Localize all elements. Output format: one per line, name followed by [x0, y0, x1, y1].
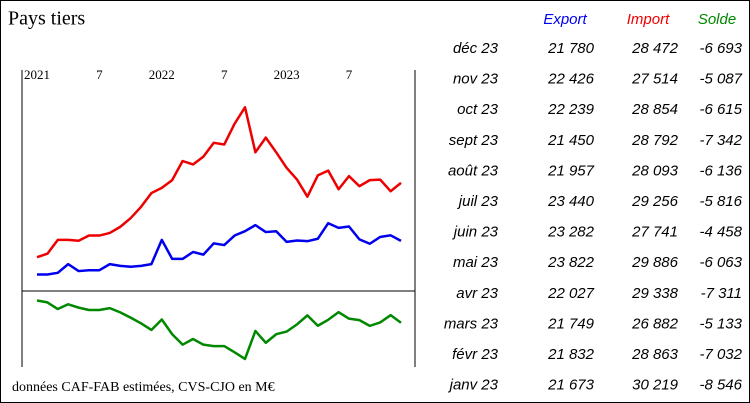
cell: -5 816 — [699, 193, 742, 210]
row-label: févr 23 — [452, 346, 499, 363]
row-label: janv 23 — [448, 377, 499, 394]
cell: -5 087 — [699, 71, 742, 88]
cell: 21 957 — [547, 162, 595, 179]
cell: 28 863 — [631, 346, 679, 363]
cell: -4 458 — [699, 224, 742, 241]
cell: -6 693 — [699, 40, 742, 57]
cell: 29 338 — [631, 285, 679, 302]
cell: 21 780 — [547, 40, 595, 57]
cell: -7 032 — [699, 346, 742, 363]
cell: 21 450 — [547, 132, 595, 149]
series-line — [36, 299, 402, 361]
cell: -7 342 — [699, 132, 742, 149]
series-line — [37, 221, 402, 276]
cell: 27 741 — [631, 224, 678, 241]
column-header: Export — [543, 11, 587, 28]
cell: -8 546 — [699, 377, 742, 394]
row-label: juin 23 — [452, 224, 499, 241]
note: données CAF-FAB estimées, CVS-CJO en M€ — [12, 380, 275, 395]
cell: 27 514 — [631, 71, 678, 88]
x-tick-label: 7 — [96, 67, 103, 82]
cell: 22 027 — [547, 285, 595, 302]
cell: 21 832 — [547, 346, 595, 363]
row-label: oct 23 — [457, 101, 499, 118]
cell: 22 239 — [547, 101, 595, 118]
row-label: avr 23 — [456, 285, 498, 302]
column-header: Solde — [698, 11, 736, 28]
x-tick-label: 2023 — [274, 67, 300, 82]
cell: 29 886 — [631, 254, 679, 271]
x-tick-label: 2021 — [24, 67, 50, 82]
cell: 29 256 — [631, 193, 679, 210]
row-label: août 23 — [448, 162, 499, 179]
row-label: déc 23 — [453, 40, 499, 57]
cell: -7 311 — [701, 285, 742, 302]
cell: 28 472 — [631, 40, 679, 57]
cell: -6 063 — [699, 254, 742, 271]
cell: 22 426 — [547, 71, 595, 88]
row-label: juil 23 — [457, 193, 499, 210]
series-line — [36, 106, 402, 259]
cell: 21 749 — [547, 315, 595, 332]
cell: 28 792 — [631, 132, 679, 149]
row-label: mai 23 — [453, 254, 499, 271]
x-tick-label: 7 — [221, 67, 228, 82]
cell: 21 673 — [547, 377, 595, 394]
cell: 26 882 — [631, 315, 679, 332]
cell: 30 219 — [632, 377, 679, 394]
cell: 23 282 — [547, 224, 595, 241]
cell: -6 615 — [699, 101, 742, 118]
cell: 28 093 — [631, 162, 679, 179]
cell: 28 854 — [631, 101, 678, 118]
cell: 23 440 — [547, 193, 595, 210]
column-header: Import — [627, 11, 670, 28]
row-label: mars 23 — [444, 315, 499, 332]
cell: 23 822 — [547, 254, 595, 271]
x-tick-label: 7 — [346, 67, 353, 82]
cell: -5 133 — [699, 315, 742, 332]
row-label: nov 23 — [453, 71, 499, 88]
title: Pays tiers — [8, 8, 85, 30]
cell: -6 136 — [699, 162, 742, 179]
row-label: sept 23 — [449, 132, 499, 149]
x-tick-label: 2022 — [149, 67, 175, 82]
